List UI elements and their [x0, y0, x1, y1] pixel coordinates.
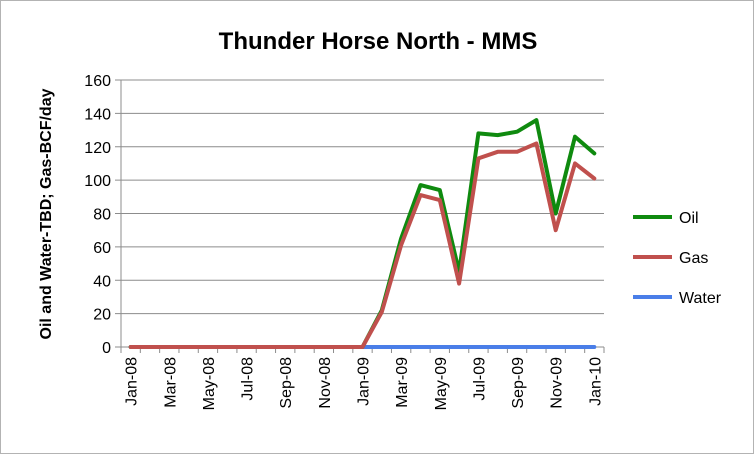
legend-label-gas: Gas: [679, 250, 708, 267]
y-axis-label: Oil and Water-TBD; Gas-BCF/day: [38, 88, 55, 339]
legend-label-oil: Oil: [679, 210, 699, 227]
x-tick-label: May-08: [201, 357, 218, 410]
y-tick-labels: 0 20 40 60 80 100 120 140 160: [84, 73, 111, 357]
chart-title: Thunder Horse North - MMS: [219, 28, 538, 55]
y-tick-label: 100: [84, 173, 111, 190]
y-tick-label: 40: [93, 273, 111, 290]
x-tick-label: Jan-08: [124, 357, 141, 406]
gridlines: [121, 79, 604, 348]
x-tick-label: Nov-09: [549, 357, 566, 409]
x-tick-label: Sep-08: [278, 357, 295, 409]
series-lines: [128, 118, 597, 349]
x-tick-label: Nov-08: [317, 357, 334, 409]
y-tick-label: 160: [84, 73, 111, 90]
legend: Oil Gas Water: [633, 210, 722, 307]
y-tick-label: 0: [102, 340, 111, 357]
x-tick-label: Jan-10: [587, 357, 604, 406]
y-tick-label: 20: [93, 307, 111, 324]
x-tick-labels: Jan-08 Mar-08 May-08 Jul-08 Sep-08 Nov-08 Jan-…: [124, 357, 605, 410]
axes: [115, 79, 605, 353]
y-tick-label: 80: [93, 207, 111, 224]
series-line-gas: [128, 141, 597, 349]
x-tick-label: Jul-09: [471, 357, 488, 401]
x-tick-label: Jan-09: [356, 357, 373, 406]
series-line-oil: [128, 118, 597, 349]
x-tick-label: Jul-08: [240, 357, 257, 401]
y-tick-label: 140: [84, 106, 111, 123]
y-tick-label: 120: [84, 140, 111, 157]
x-tick-label: Sep-09: [510, 357, 527, 409]
legend-label-water: Water: [679, 290, 722, 307]
x-tick-label: Mar-08: [162, 357, 179, 408]
x-tick-label: Mar-09: [394, 357, 411, 408]
x-tick-label: May-09: [433, 357, 450, 410]
y-tick-label: 60: [93, 240, 111, 257]
